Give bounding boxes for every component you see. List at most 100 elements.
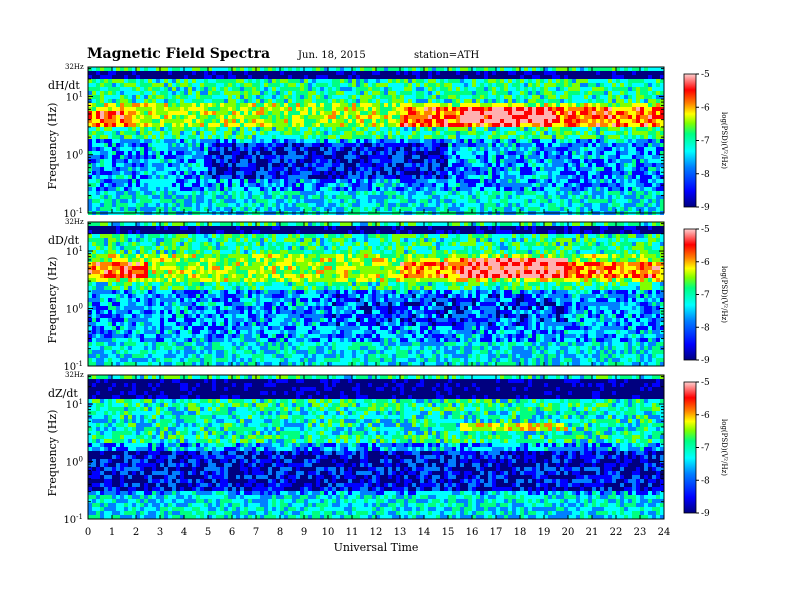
spectrogram-cell <box>408 119 412 123</box>
spectrogram-cell <box>140 115 144 119</box>
spectrogram-cell <box>564 143 568 147</box>
spectrogram-cell <box>612 151 616 155</box>
spectrogram-cell <box>484 119 488 123</box>
spectrogram-cell <box>392 171 396 175</box>
spectrogram-cell <box>604 115 608 119</box>
spectrogram-cell <box>548 127 552 131</box>
spectrogram-cell <box>456 139 460 143</box>
spectrogram-cell <box>448 79 452 83</box>
spectrogram-cell <box>312 147 316 151</box>
spectrogram-cell <box>188 99 192 103</box>
spectrogram-cell <box>372 167 376 171</box>
spectrogram-cell <box>596 143 600 147</box>
spectrogram-cell <box>464 87 468 91</box>
spectrogram-cell <box>112 167 116 171</box>
spectrogram-cell <box>212 123 216 127</box>
spectrogram-cell <box>568 87 572 91</box>
spectrogram-cell <box>440 171 444 175</box>
spectrogram-cell <box>144 203 148 207</box>
spectrogram-cell <box>192 131 196 135</box>
spectrogram-cell <box>448 199 452 203</box>
spectrogram-cell <box>632 191 636 195</box>
spectrogram-cell <box>188 155 192 159</box>
spectrogram-cell <box>108 155 112 159</box>
spectrogram-cell <box>640 115 644 119</box>
spectrogram-cell <box>532 131 536 135</box>
spectrogram-cell <box>364 75 368 79</box>
spectrogram-cell <box>532 119 536 123</box>
spectrogram-cell <box>172 147 176 151</box>
spectrogram-cell <box>460 195 464 199</box>
spectrogram-cell <box>276 95 280 99</box>
spectrogram-cell <box>88 119 92 123</box>
spectrogram-cell <box>448 163 452 167</box>
spectrogram-cell <box>252 151 256 155</box>
spectrogram-cell <box>300 91 304 95</box>
spectrogram-cell <box>448 139 452 143</box>
spectrogram-cell <box>456 111 460 115</box>
spectrogram-cell <box>316 171 320 175</box>
spectrogram-cell <box>488 191 492 195</box>
spectrogram-cell <box>516 135 520 139</box>
spectrogram-cell <box>468 115 472 119</box>
spectrogram-cell <box>456 175 460 179</box>
spectrogram-cell <box>276 183 280 187</box>
spectrogram-cell <box>296 139 300 143</box>
spectrogram-cell <box>156 111 160 115</box>
spectrogram-cell <box>476 79 480 83</box>
spectrogram-cell <box>216 111 220 115</box>
spectrogram-cell <box>244 135 248 139</box>
spectrogram-cell <box>448 75 452 79</box>
spectrogram-cell <box>104 111 108 115</box>
spectrogram-cell <box>636 143 640 147</box>
spectrogram-cell <box>324 127 328 131</box>
spectrogram-cell <box>528 199 532 203</box>
spectrogram-cell <box>520 99 524 103</box>
spectrogram-cell <box>424 87 428 91</box>
spectrogram-cell <box>156 183 160 187</box>
spectrogram-cell <box>260 159 264 163</box>
spectrogram-cell <box>104 159 108 163</box>
spectrogram-cell <box>408 167 412 171</box>
spectrogram-cell <box>404 75 408 79</box>
spectrogram-cell <box>292 75 296 79</box>
spectrogram-cell <box>168 87 172 91</box>
spectrogram-cell <box>488 111 492 115</box>
spectrogram-cell <box>332 179 336 183</box>
spectrogram-cell <box>548 199 552 203</box>
spectrogram-cell <box>232 187 236 191</box>
spectrogram-cell <box>640 95 644 99</box>
spectrogram-cell <box>160 71 164 75</box>
spectrogram-cell <box>532 95 536 99</box>
spectrogram-cell <box>388 67 392 71</box>
spectrogram-cell <box>512 155 516 159</box>
spectrogram-cell <box>176 171 180 175</box>
spectrogram-cell <box>412 151 416 155</box>
spectrogram-cell <box>192 75 196 79</box>
spectrogram-cell <box>556 159 560 163</box>
spectrogram-cell <box>392 95 396 99</box>
spectrogram-cell <box>648 143 652 147</box>
spectrogram-cell <box>272 139 276 143</box>
spectrogram-cell <box>216 151 220 155</box>
spectrogram-cell <box>240 119 244 123</box>
spectrogram-cell <box>288 167 292 171</box>
spectrogram-cell <box>592 175 596 179</box>
spectrogram-cell <box>316 203 320 207</box>
spectrogram-cell <box>476 87 480 91</box>
spectrogram-cell <box>316 127 320 131</box>
spectrogram-cell <box>480 147 484 151</box>
spectrogram-cell <box>448 95 452 99</box>
spectrogram-cell <box>132 167 136 171</box>
spectrogram-cell <box>180 179 184 183</box>
spectrogram-cell <box>296 191 300 195</box>
spectrogram-cell <box>548 95 552 99</box>
spectrogram-cell <box>100 191 104 195</box>
spectrogram-cell <box>168 175 172 179</box>
spectrogram-cell <box>388 123 392 127</box>
spectrogram-cell <box>584 163 588 167</box>
spectrogram-cell <box>520 107 524 111</box>
spectrogram-cell <box>384 139 388 143</box>
spectrogram-cell <box>120 183 124 187</box>
spectrogram-cell <box>348 91 352 95</box>
